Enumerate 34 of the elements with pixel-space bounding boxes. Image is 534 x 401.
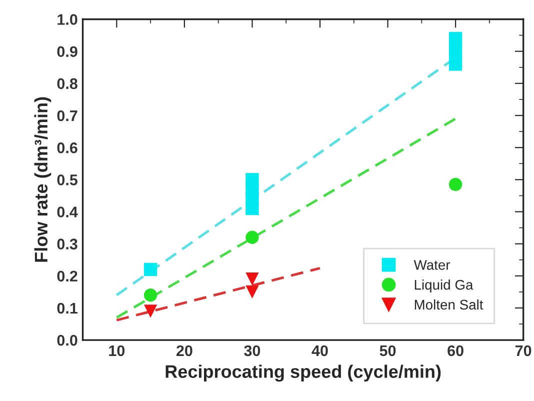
point [448, 32, 462, 46]
point [144, 262, 158, 276]
y-tick-label: 0.4 [57, 206, 78, 218]
x-tick-label: 40 [312, 345, 328, 356]
point [448, 178, 462, 192]
y-tick-label: 0.7 [57, 110, 78, 122]
point [144, 304, 158, 318]
x-tick-label: 60 [448, 345, 464, 356]
point [246, 285, 259, 299]
y-tick-label: 1.0 [58, 14, 78, 25]
point [448, 44, 462, 58]
y-tick-label: 0.6 [57, 142, 78, 154]
point [448, 58, 462, 71]
point [246, 272, 259, 286]
y-tick-label: 0.2 [57, 270, 78, 282]
y-tick-label: 0.3 [57, 238, 78, 250]
legend-label: Liquid Ga [414, 280, 474, 292]
y-tick-label: 0.8 [57, 78, 78, 90]
legend-label: Molten Salt [414, 299, 484, 310]
y-tick-label: 0.9 [57, 46, 78, 58]
y-tick-label: 0.5 [57, 174, 78, 186]
y-tick-label: 0.0 [57, 334, 78, 346]
y-tick-label: 0.1 [57, 302, 78, 314]
x-tick-label: 70 [515, 345, 532, 356]
point [144, 288, 158, 302]
x-tick-label: 30 [244, 345, 260, 356]
point [246, 173, 259, 186]
point [246, 230, 259, 244]
x-tick-label: 50 [380, 345, 396, 356]
x-tick-label: 10 [109, 345, 125, 356]
y-axis-title: Flow rate (dm³/min) [34, 97, 52, 262]
legend-label: Water [414, 260, 450, 270]
x-tick-label: 20 [176, 345, 192, 356]
x-axis-title: Reciprocating speed (cycle/min) [166, 364, 441, 382]
